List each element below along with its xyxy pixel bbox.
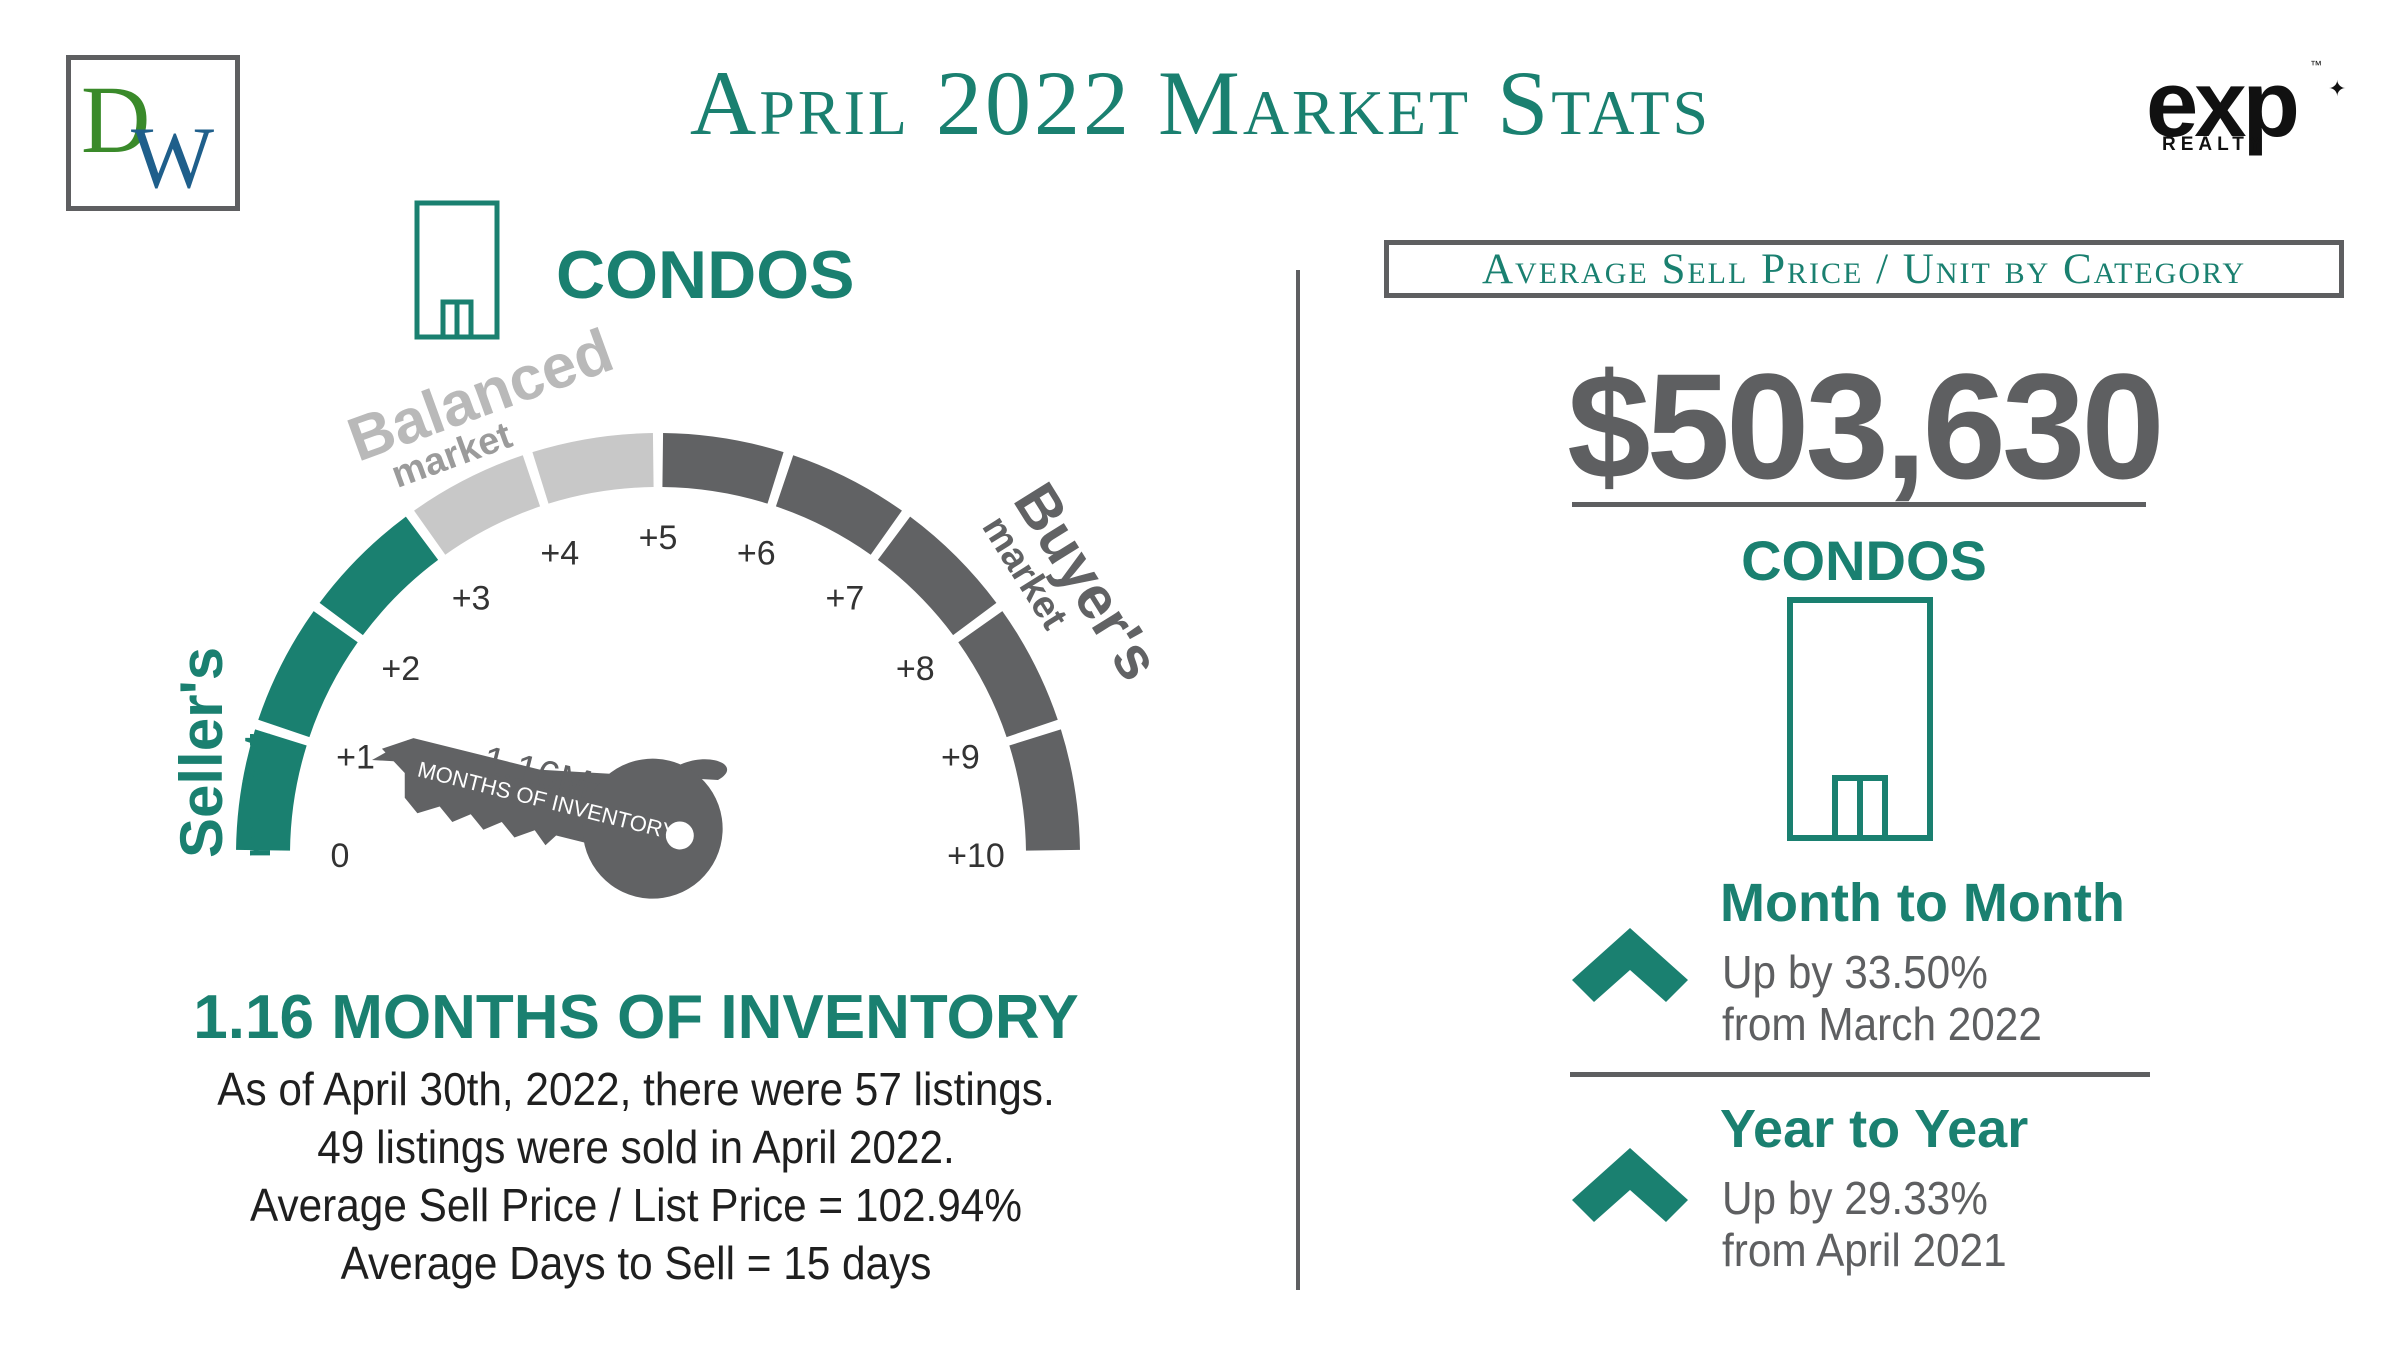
center-divider bbox=[1296, 270, 1300, 1290]
stat-line-listings: As of April 30th, 2022, there were 57 li… bbox=[217, 1063, 1055, 1115]
realty-logo-text: REALTY bbox=[2162, 134, 2267, 155]
gauge-segment bbox=[258, 611, 358, 738]
exp-logo-text: exp bbox=[2146, 51, 2300, 156]
change-divider bbox=[1570, 1072, 2150, 1077]
gauge-tick-label: +4 bbox=[540, 535, 579, 573]
price-category-box: Average Sell Price / Unit by Category bbox=[1384, 240, 2344, 298]
gauge-tick-label: +3 bbox=[452, 580, 491, 618]
gauge-tick-labels: 0 +1 +2 +3 +4 +5 +6 +7 +8 +9 +10 bbox=[331, 519, 1005, 875]
gauge-tick-label: +1 bbox=[336, 739, 375, 777]
year-to-year-text: Up by 29.33% from April 2021 bbox=[1722, 1172, 2007, 1276]
condo-building-icon bbox=[414, 200, 500, 340]
page-title: April 2022 Market Stats bbox=[689, 52, 1712, 154]
maple-leaf-icon: ✦ bbox=[2328, 76, 2347, 101]
dw-logo: D W bbox=[66, 55, 240, 211]
trademark-symbol: ™ bbox=[2310, 58, 2322, 72]
up-arrow-icon bbox=[1572, 1148, 1688, 1222]
gauge-tick-label: +8 bbox=[896, 650, 935, 688]
logo-letter-d: D bbox=[81, 66, 151, 173]
gauge-segment bbox=[775, 455, 902, 555]
gauge-tick-label: +2 bbox=[381, 650, 420, 688]
month-to-month-title: Month to Month bbox=[1720, 873, 2125, 933]
year-to-year-period: from April 2021 bbox=[1722, 1224, 2007, 1276]
stat-line-days: Average Days to Sell = 15 days bbox=[340, 1237, 932, 1289]
inventory-heading: 1.16 MONTHS OF INVENTORY bbox=[193, 983, 1079, 1052]
stat-line-sold: 49 listings were sold in April 2022. bbox=[317, 1121, 955, 1173]
gauge-segment bbox=[877, 516, 997, 636]
exp-realty-logo: exp ™ ✦ REALTY bbox=[2140, 51, 2360, 168]
gauge-segment bbox=[319, 516, 439, 636]
gauge-tick-label: +9 bbox=[941, 739, 980, 777]
price-category-title: Average Sell Price / Unit by Category bbox=[1481, 246, 2247, 293]
gauge-tick-label: +5 bbox=[639, 519, 678, 557]
gauge-segments bbox=[236, 433, 1080, 851]
gauge-segment bbox=[414, 455, 541, 555]
average-price: $503,630 bbox=[1567, 342, 2165, 510]
gauge-segment bbox=[1009, 729, 1080, 851]
month-to-month-change: Up by 33.50% bbox=[1722, 946, 1988, 998]
gauge-segment bbox=[236, 729, 307, 851]
year-to-year-title: Year to Year bbox=[1720, 1099, 2029, 1159]
gauge-segment bbox=[662, 433, 784, 504]
right-category-title: CONDOS bbox=[1741, 529, 1987, 592]
logo-letter-w: W bbox=[131, 110, 215, 207]
gauge-tick-label: +10 bbox=[947, 837, 1005, 875]
sellers-market-label: Seller's market bbox=[168, 647, 279, 858]
sellers-label-big: Seller's bbox=[168, 647, 235, 858]
month-to-month-text: Up by 33.50% from March 2022 bbox=[1722, 946, 2042, 1050]
gauge-tick-label: +6 bbox=[737, 535, 776, 573]
market-gauge: 0+1+2+3+4 +5 +6+7+8+9+10 Seller's market B… bbox=[168, 316, 1173, 899]
gauge-tick-label: +7 bbox=[826, 580, 865, 618]
stat-line-price-ratio: Average Sell Price / List Price = 102.94… bbox=[250, 1179, 1022, 1231]
price-divider bbox=[1572, 502, 2146, 507]
gauge-segment bbox=[958, 611, 1058, 738]
sellers-label-small: market bbox=[237, 733, 279, 858]
month-to-month-period: from March 2022 bbox=[1722, 998, 2042, 1050]
gauge-segment bbox=[532, 433, 654, 504]
gauge-tick-label: 0 bbox=[331, 837, 350, 875]
year-to-year-change: Up by 29.33% bbox=[1722, 1172, 1988, 1224]
condo-building-icon bbox=[1787, 597, 1933, 841]
key-pointer: MONTHS OF INVENTORY 1.16M bbox=[372, 738, 728, 899]
up-arrow-icon bbox=[1572, 928, 1688, 1002]
left-category-title: CONDOS bbox=[556, 237, 855, 313]
